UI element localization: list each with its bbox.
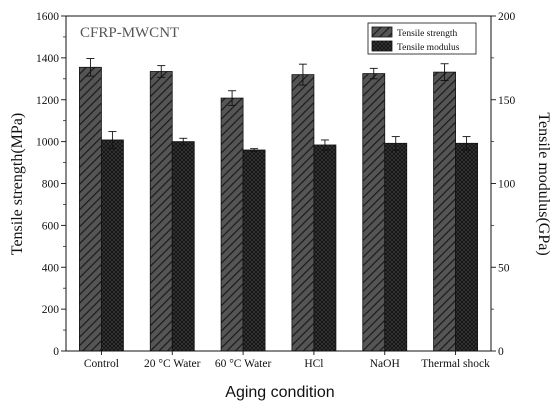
legend: Tensile strength Tensile modulus bbox=[367, 22, 477, 55]
x-tick-label: Control bbox=[84, 358, 119, 370]
bar-tensile-strength bbox=[433, 71, 456, 352]
bar-tensile-strength bbox=[362, 73, 386, 352]
x-axis-label: Aging condition bbox=[225, 384, 334, 401]
y-tick-label-right: 150 bbox=[498, 95, 516, 107]
y-tick-label-left: 1000 bbox=[36, 137, 59, 149]
y-tick-label-left: 800 bbox=[42, 179, 60, 191]
x-tick-label: HCl bbox=[304, 358, 323, 370]
y-tick-label-left: 600 bbox=[42, 220, 60, 232]
y-tick-label-left: 1400 bbox=[36, 53, 59, 65]
bar-tensile-strength bbox=[220, 97, 244, 352]
bar-tensile-modulus bbox=[384, 142, 408, 352]
legend-label-tensile-strength: Tensile strength bbox=[397, 29, 458, 39]
bar-tensile-modulus bbox=[171, 141, 195, 352]
chart-annotation: CFRP-MWCNT bbox=[80, 25, 179, 41]
x-tick-label: Thermal shock bbox=[421, 358, 490, 370]
y-tick-label-left: 1200 bbox=[36, 95, 59, 107]
y-tick-label-left: 200 bbox=[42, 304, 60, 316]
legend-label-tensile-modulus: Tensile modulus bbox=[397, 43, 460, 53]
x-tick-label: 20 °C Water bbox=[144, 358, 201, 370]
y-tick-label-left: 0 bbox=[53, 346, 59, 358]
bar-tensile-modulus bbox=[313, 144, 337, 352]
bar-tensile-modulus bbox=[101, 139, 124, 352]
plot-frame bbox=[65, 15, 492, 352]
y-tick-label-right: 50 bbox=[498, 262, 510, 274]
y-axis-label-left: Tensile strength(MPa) bbox=[9, 113, 26, 255]
bar-tensile-modulus bbox=[455, 142, 478, 352]
x-tick-label: 60 °C Water bbox=[215, 358, 272, 370]
y-tick-label-right: 200 bbox=[498, 11, 516, 23]
y-tick-label-left: 1600 bbox=[36, 11, 59, 23]
x-tick-label: NaOH bbox=[370, 358, 400, 370]
y-tick-label-right: 0 bbox=[498, 346, 504, 358]
legend-swatch-tensile-modulus bbox=[371, 40, 393, 52]
bar-tensile-strength bbox=[79, 66, 102, 352]
bar-tensile-strength bbox=[291, 74, 315, 352]
bar-tensile-strength bbox=[149, 71, 173, 352]
bar-tensile-modulus bbox=[242, 149, 266, 352]
legend-swatch-tensile-strength bbox=[371, 26, 393, 38]
y-axis-label-right: Tensile modulus(GPa) bbox=[535, 112, 550, 255]
y-tick-label-left: 400 bbox=[42, 262, 60, 274]
y-tick-label-right: 100 bbox=[498, 179, 516, 191]
